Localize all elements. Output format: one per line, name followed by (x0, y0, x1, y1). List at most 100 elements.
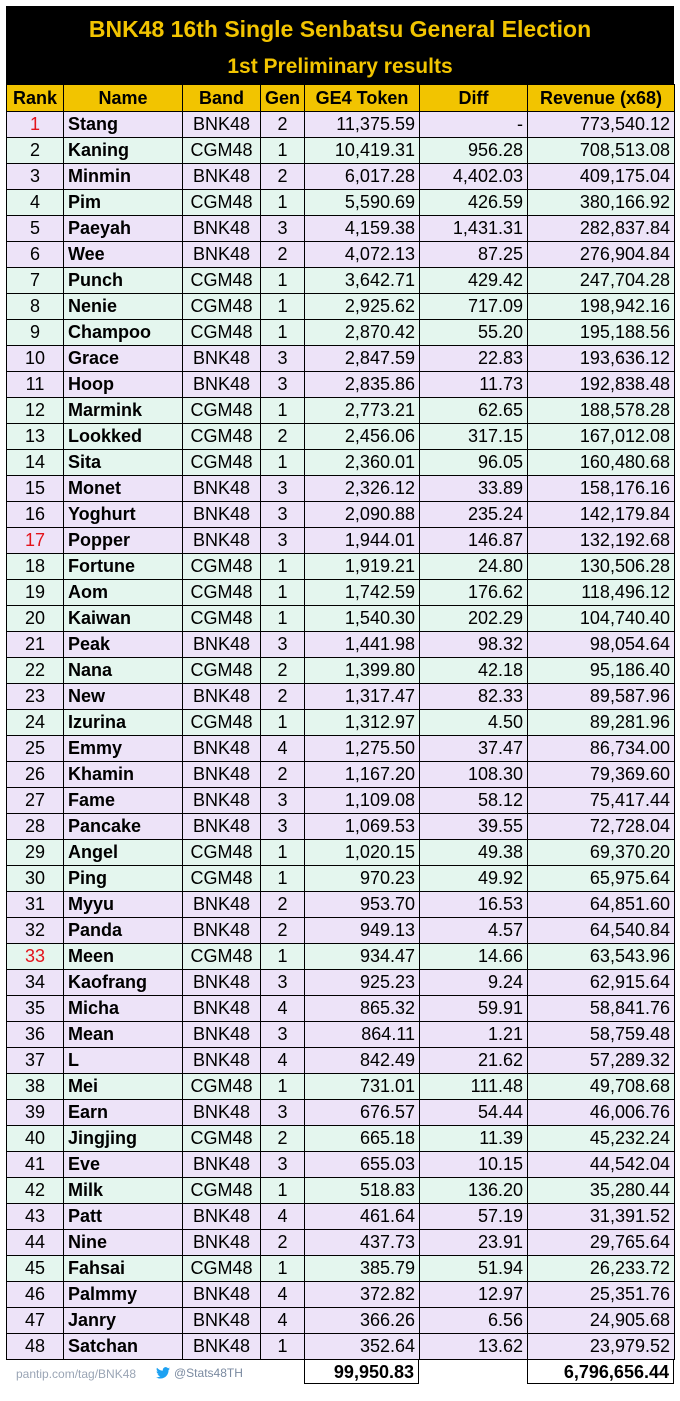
gen-cell: 3 (260, 969, 305, 996)
table-row: 29 Angel CGM48 1 1,020.15 49.38 69,370.20 (6, 839, 675, 866)
gen-cell: 2 (260, 891, 305, 918)
source-link[interactable]: pantip.com/tag/BNK48 (16, 1367, 137, 1381)
band-cell: BNK48 (182, 1281, 261, 1308)
token-cell: 2,925.62 (304, 293, 420, 320)
revenue-cell: 380,166.92 (527, 189, 675, 216)
revenue-cell: 69,370.20 (527, 839, 675, 866)
rank-cell: 15 (6, 475, 64, 502)
gen-cell: 1 (260, 1177, 305, 1204)
band-cell: CGM48 (182, 397, 261, 424)
token-cell: 2,773.21 (304, 397, 420, 424)
diff-cell: 12.97 (419, 1281, 528, 1308)
name-cell: Champoo (63, 319, 183, 346)
twitter-bird-icon (156, 1367, 170, 1379)
rank-cell: 43 (6, 1203, 64, 1230)
token-cell: 655.03 (304, 1151, 420, 1178)
band-cell: CGM48 (182, 553, 261, 580)
table-row: 1 Stang BNK48 2 11,375.59-773,540.12 (6, 111, 675, 138)
gen-cell: 1 (260, 943, 305, 970)
gen-cell: 1 (260, 449, 305, 476)
rank-cell: 7 (6, 267, 64, 294)
band-cell: BNK48 (182, 527, 261, 554)
gen-cell: 2 (260, 111, 305, 138)
band-cell: BNK48 (182, 813, 261, 840)
gen-cell: 2 (260, 423, 305, 450)
revenue-cell: 62,915.64 (527, 969, 675, 996)
rank-cell: 6 (6, 241, 64, 268)
token-cell: 2,835.86 (304, 371, 420, 398)
band-cell: BNK48 (182, 1151, 261, 1178)
revenue-cell: 31,391.52 (527, 1203, 675, 1230)
band-cell: BNK48 (182, 761, 261, 788)
rank-cell: 40 (6, 1125, 64, 1152)
band-cell: BNK48 (182, 1099, 261, 1126)
revenue-cell: 89,281.96 (527, 709, 675, 736)
name-cell: Marmink (63, 397, 183, 424)
table-row: 12 Marmink CGM48 1 2,773.21 62.65 188,578.28 (6, 397, 675, 424)
rank-cell: 23 (6, 683, 64, 710)
rank-cell: 17 (6, 527, 64, 554)
band-cell: BNK48 (182, 1229, 261, 1256)
rank-cell: 29 (6, 839, 64, 866)
gen-cell: 1 (260, 839, 305, 866)
token-cell: 864.11 (304, 1021, 420, 1048)
twitter-handle[interactable]: @Stats48TH (156, 1366, 243, 1380)
table-row: 24 Izurina CGM48 1 1,312.97 4.50 89,281.96 (6, 709, 675, 736)
token-cell: 518.83 (304, 1177, 420, 1204)
diff-cell: 51.94 (419, 1255, 528, 1282)
token-cell: 1,020.15 (304, 839, 420, 866)
name-cell: Palmmy (63, 1281, 183, 1308)
column-header-diff: Diff (419, 84, 528, 112)
gen-cell: 4 (260, 1281, 305, 1308)
name-cell: Stang (63, 111, 183, 138)
band-cell: BNK48 (182, 501, 261, 528)
token-cell: 1,919.21 (304, 553, 420, 580)
token-cell: 1,944.01 (304, 527, 420, 554)
rank-cell: 10 (6, 345, 64, 372)
gen-cell: 4 (260, 1203, 305, 1230)
token-cell: 2,456.06 (304, 423, 420, 450)
gen-cell: 1 (260, 267, 305, 294)
table-row: 35 Micha BNK48 4 865.32 59.91 58,841.76 (6, 995, 675, 1022)
diff-cell: 96.05 (419, 449, 528, 476)
token-cell: 1,275.50 (304, 735, 420, 762)
gen-cell: 2 (260, 761, 305, 788)
table-row: 2 Kaning CGM48 1 10,419.31 956.28 708,513.08 (6, 137, 675, 164)
token-cell: 372.82 (304, 1281, 420, 1308)
diff-cell: 4.50 (419, 709, 528, 736)
revenue-cell: 63,543.96 (527, 943, 675, 970)
revenue-cell: 44,542.04 (527, 1151, 675, 1178)
name-cell: Earn (63, 1099, 183, 1126)
token-cell: 4,159.38 (304, 215, 420, 242)
diff-cell: 98.32 (419, 631, 528, 658)
revenue-cell: 193,636.12 (527, 345, 675, 372)
rank-cell: 24 (6, 709, 64, 736)
name-cell: Yoghurt (63, 501, 183, 528)
column-header-gen: Gen (260, 84, 305, 112)
token-cell: 4,072.13 (304, 241, 420, 268)
name-cell: Mean (63, 1021, 183, 1048)
table-row: 20 Kaiwan CGM48 1 1,540.30 202.29 104,740.40 (6, 605, 675, 632)
gen-cell: 4 (260, 995, 305, 1022)
band-cell: CGM48 (182, 579, 261, 606)
diff-cell: 136.20 (419, 1177, 528, 1204)
rank-cell: 13 (6, 423, 64, 450)
diff-cell: 11.73 (419, 371, 528, 398)
revenue-cell: 79,369.60 (527, 761, 675, 788)
name-cell: Emmy (63, 735, 183, 762)
band-cell: BNK48 (182, 917, 261, 944)
rank-cell: 3 (6, 163, 64, 190)
diff-cell: 39.55 (419, 813, 528, 840)
revenue-cell: 64,851.60 (527, 891, 675, 918)
token-cell: 437.73 (304, 1229, 420, 1256)
token-cell: 3,642.71 (304, 267, 420, 294)
token-cell: 11,375.59 (304, 111, 420, 138)
band-cell: CGM48 (182, 1073, 261, 1100)
revenue-cell: 24,905.68 (527, 1307, 675, 1334)
diff-cell: 23.91 (419, 1229, 528, 1256)
rank-cell: 22 (6, 657, 64, 684)
page-subtitle: 1st Preliminary results (227, 55, 453, 78)
revenue-cell: 23,979.52 (527, 1333, 675, 1360)
table-row: 22 Nana CGM48 2 1,399.80 42.18 95,186.40 (6, 657, 675, 684)
revenue-cell: 46,006.76 (527, 1099, 675, 1126)
